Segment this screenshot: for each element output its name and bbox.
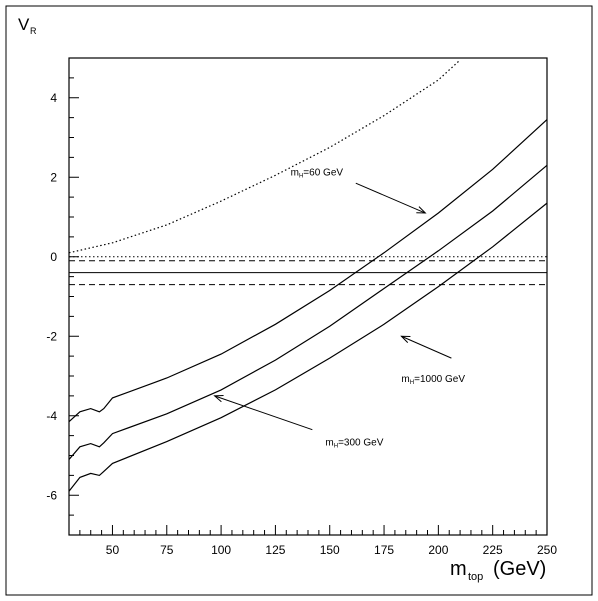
data-series xyxy=(68,59,548,492)
series-line-1 xyxy=(68,119,548,423)
x-tick-label: 250 xyxy=(537,543,557,557)
y-tick-label: 2 xyxy=(50,170,57,184)
x-axis-label: m top (GeV) xyxy=(450,558,546,583)
series-line-2 xyxy=(68,164,548,460)
series-line-4 xyxy=(68,59,461,254)
annotation-arrowhead-3 xyxy=(213,394,224,403)
outer-frame xyxy=(5,5,593,596)
annotations: mH=60 GeV mH=1000 GeV mH=300 GeV xyxy=(213,167,465,450)
annotation-label-3: mH=300 GeV xyxy=(325,438,383,450)
annotation-arrowhead-2 xyxy=(400,335,411,344)
series-line-3 xyxy=(68,202,548,492)
x-axis-label-sub: top xyxy=(468,571,483,583)
y-tick-label: -4 xyxy=(46,409,57,423)
annotation-arrow-3 xyxy=(214,395,313,431)
x-tick-label: 125 xyxy=(265,543,285,557)
x-tick-label: 100 xyxy=(211,543,231,557)
annotation-arrow-2 xyxy=(401,335,452,359)
y-tick-label: 0 xyxy=(50,250,57,264)
annotation-label-1: mH=60 GeV xyxy=(291,167,344,179)
y-axis-label: V R xyxy=(18,15,37,36)
reference-lines xyxy=(69,256,547,286)
axis-ticks: 50 75 100 125 150 175 200 225 250 4 2 0 -2 -4 -6 xyxy=(46,57,557,557)
x-tick-label: 175 xyxy=(374,543,394,557)
y-axis-label-main: V xyxy=(18,15,30,34)
x-axis-label-unit: (GeV) xyxy=(493,558,546,580)
annotation-arrowhead-1 xyxy=(416,206,427,214)
annotation-label-2: mH=1000 GeV xyxy=(401,374,465,386)
y-tick-label: -2 xyxy=(46,329,57,343)
x-tick-label: 225 xyxy=(483,543,503,557)
x-tick-label: 150 xyxy=(320,543,340,557)
x-axis-label-main: m xyxy=(450,558,467,580)
x-tick-label: 75 xyxy=(160,543,174,557)
y-axis-label-sub: R xyxy=(30,26,37,36)
y-tick-label: -6 xyxy=(46,488,57,502)
annotation-arrow-1 xyxy=(355,182,426,214)
y-tick-label: 4 xyxy=(50,91,57,105)
x-tick-label: 200 xyxy=(428,543,448,557)
x-tick-label: 50 xyxy=(106,543,120,557)
